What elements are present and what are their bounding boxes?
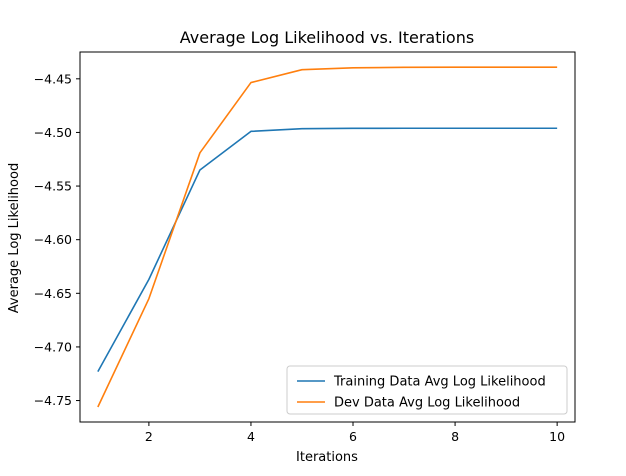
y-tick-label: −4.65: [34, 286, 72, 301]
x-axis-title: Iterations: [296, 450, 358, 465]
chart-title: Average Log Likelihood vs. Iterations: [180, 28, 474, 47]
x-tick-label: 10: [549, 429, 565, 444]
legend: Training Data Avg Log Likelihood Dev Data…: [286, 365, 568, 415]
plot-area: [97, 66, 558, 408]
x-tick-label: 2: [145, 429, 153, 444]
x-axis: 2 4 6 8 10: [145, 422, 565, 444]
plot-frame: [79, 51, 576, 423]
y-tick-label: −4.75: [34, 393, 72, 408]
y-tick-label: −4.55: [34, 179, 72, 194]
x-tick-label: 8: [451, 429, 459, 444]
x-tick-label: 4: [247, 429, 255, 444]
y-tick-label: −4.45: [34, 71, 72, 86]
legend-box: [286, 365, 568, 415]
y-tick-label: −4.60: [34, 232, 72, 247]
legend-label: Dev Data Avg Log Likelihood: [334, 396, 520, 411]
y-axis: −4.75 −4.70 −4.65 −4.60 −4.55 −4.50 −4.45: [34, 71, 80, 408]
y-tick-label: −4.70: [34, 339, 72, 354]
legend-label: Training Data Avg Log Likelihood: [333, 375, 546, 390]
series-line-2: [97, 66, 558, 408]
y-tick-label: −4.50: [34, 125, 72, 140]
x-tick-label: 6: [349, 429, 357, 444]
y-axis-title: Average Log Likelihood: [7, 163, 22, 313]
